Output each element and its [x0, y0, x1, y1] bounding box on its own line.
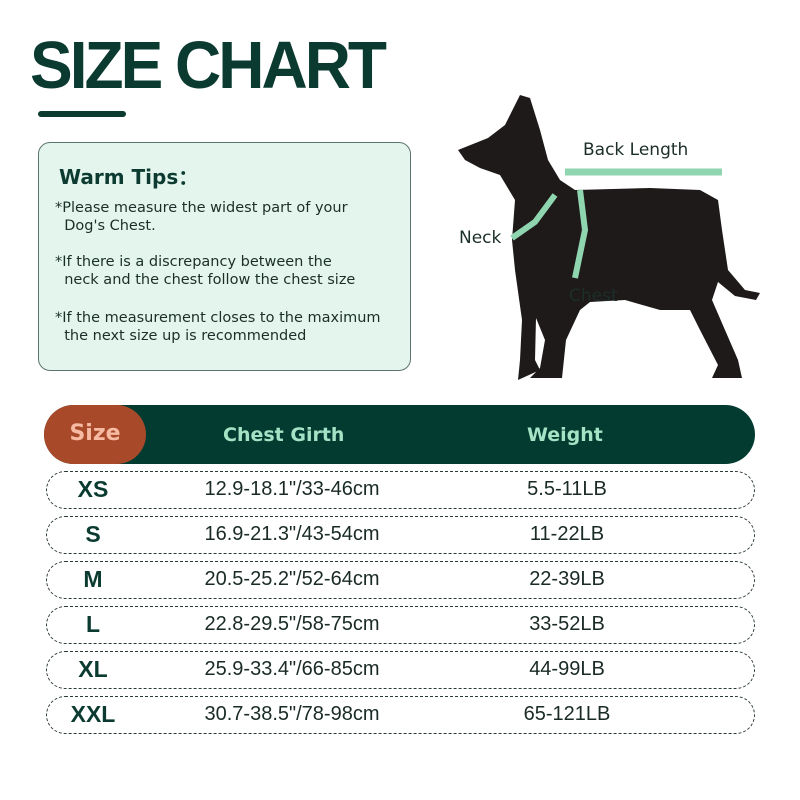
chest-girth-cell: 22.8-29.5"/58-75cm — [204, 613, 380, 635]
header-chest-girth: Chest Girth — [223, 424, 345, 446]
size-cell: XXL — [70, 701, 116, 727]
tips-heading: Warm Tips： — [59, 165, 199, 189]
table-row: S 16.9-21.3"/43-54cm 11-22LB — [46, 516, 755, 554]
header-size: Size — [69, 421, 121, 446]
warm-tips-box: Warm Tips： *Please measure the widest pa… — [38, 142, 411, 371]
table-row: L 22.8-29.5"/58-75cm 33-52LB — [46, 606, 755, 644]
table-row: M 20.5-25.2"/52-64cm 22-39LB — [46, 561, 755, 599]
tip-1: *Please measure the widest part of your … — [55, 200, 348, 234]
title-underline — [38, 111, 126, 117]
chest-girth-cell: 12.9-18.1"/33-46cm — [204, 478, 380, 500]
size-cell: L — [85, 611, 101, 637]
chest-girth-cell: 16.9-21.3"/43-54cm — [204, 523, 380, 545]
size-cell: XL — [78, 656, 108, 682]
table-row: XL 25.9-33.4"/66-85cm 44-99LB — [46, 651, 755, 689]
size-cell: S — [85, 521, 101, 547]
header-weight: Weight — [527, 424, 603, 446]
size-cell: M — [83, 566, 103, 592]
weight-cell: 5.5-11LB — [527, 478, 607, 500]
chest-label: Chest — [569, 286, 618, 306]
table-row: XS 12.9-18.1"/33-46cm 5.5-11LB — [46, 471, 755, 509]
weight-cell: 11-22LB — [529, 523, 605, 545]
weight-cell: 33-52LB — [529, 613, 605, 635]
page-title: SIZE CHART — [30, 27, 387, 103]
size-header-pill — [44, 405, 146, 464]
weight-cell: 65-121LB — [523, 703, 611, 725]
chest-girth-cell: 30.7-38.5"/78-98cm — [204, 703, 380, 725]
weight-cell: 44-99LB — [529, 658, 605, 680]
table-row: XXL 30.7-38.5"/78-98cm 65-121LB — [46, 696, 755, 734]
dog-measurement-diagram — [458, 95, 760, 380]
tip-3: *If the measurement closes to the maximu… — [55, 310, 381, 344]
chest-girth-cell: 20.5-25.2"/52-64cm — [204, 568, 380, 590]
size-cell: XS — [77, 476, 109, 502]
neck-tape — [510, 193, 558, 241]
dog-silhouette — [458, 95, 760, 380]
neck-label: Neck — [459, 228, 502, 248]
table-header — [44, 405, 755, 464]
chest-tape — [572, 189, 589, 279]
back-length-label: Back Length — [583, 140, 689, 160]
chest-girth-cell: 25.9-33.4"/66-85cm — [204, 658, 380, 680]
tip-2: *If there is a discrepancy between the n… — [55, 254, 356, 288]
weight-cell: 22-39LB — [529, 568, 605, 590]
